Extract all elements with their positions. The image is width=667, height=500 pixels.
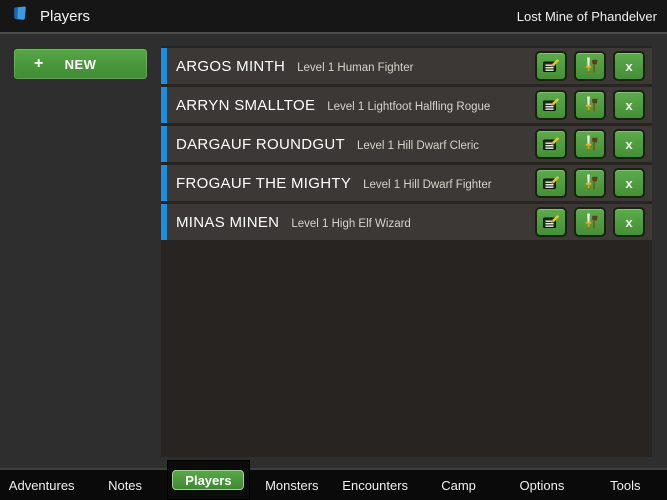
player-details: Level 1 High Elf Wizard [291,217,411,230]
delete-player-button[interactable]: x [613,51,645,81]
edit-player-button[interactable] [535,207,567,237]
delete-player-button[interactable]: x [613,129,645,159]
tab-label: Options [519,477,565,493]
campaign-name: Lost Mine of Phandelver [516,8,657,24]
tab-encounters[interactable]: Encounters [334,470,417,500]
player-row[interactable]: MINAS MINEN Level 1 High Elf Wizard x [161,204,652,240]
new-button-label: NEW [64,56,97,72]
plus-icon: + [34,55,44,72]
tab-label: Tools [610,477,641,493]
player-row[interactable]: DARGAUF ROUNDGUT Level 1 Hill Dwarf Cleri… [161,126,652,162]
app-logo-icon[interactable] [10,4,30,29]
tab-players[interactable]: Players [166,460,251,500]
player-equipment-button[interactable] [574,168,606,198]
new-player-button[interactable]: + NEW [13,48,148,80]
player-equipment-button[interactable] [574,51,606,81]
sword-axe-icon [580,212,600,232]
player-name: FROGAUF THE MIGHTY [176,174,352,192]
page-title: Players [40,7,91,25]
player-name: MINAS MINEN [176,213,280,231]
sword-axe-icon [580,56,600,76]
player-name: ARRYN SMALLTOE [176,96,316,114]
player-name: ARGOS MINTH [176,57,286,75]
player-accent-stripe [161,204,167,240]
player-details: Level 1 Human Fighter [297,61,414,74]
player-row[interactable]: ARRYN SMALLTOE Level 1 Lightfoot Halfling… [161,87,652,123]
edit-player-button[interactable] [535,168,567,198]
edit-player-button[interactable] [535,90,567,120]
player-details: Level 1 Hill Dwarf Cleric [356,139,480,152]
tab-monsters[interactable]: Monsters [250,470,333,500]
tab-options[interactable]: Options [500,470,583,500]
sword-axe-icon [580,95,600,115]
edit-player-button[interactable] [535,51,567,81]
notepad-pencil-icon [541,95,561,115]
tab-tools[interactable]: Tools [584,470,667,500]
bottom-tab-bar: Adventures Notes Players Monsters Encounters… [0,460,667,500]
delete-player-button[interactable]: x [613,207,645,237]
notepad-pencil-icon [541,56,561,76]
active-tab-pill: Players [172,470,245,490]
notepad-pencil-icon [541,173,561,193]
player-list-panel: ARGOS MINTH Level 1 Human Fighter x ARRYN … [161,46,652,457]
delete-player-button[interactable]: x [613,168,645,198]
delete-player-button[interactable]: x [613,90,645,120]
player-row[interactable]: FROGAUF THE MIGHTY Level 1 Hill Dwarf Fig… [161,165,652,201]
tab-label: Monsters [265,477,319,493]
tab-label: Camp [441,477,476,493]
player-equipment-button[interactable] [574,90,606,120]
player-row[interactable]: ARGOS MINTH Level 1 Human Fighter x [161,48,652,84]
sword-axe-icon [580,173,600,193]
player-accent-stripe [161,48,167,84]
top-bar: Players Lost Mine of Phandelver [0,0,667,32]
player-accent-stripe [161,87,167,123]
player-details: Level 1 Lightfoot Halfling Rogue [327,100,491,113]
header-divider [0,32,667,34]
tab-label: Adventures [8,477,75,493]
player-name: DARGAUF ROUNDGUT [176,135,345,153]
sword-axe-icon [580,134,600,154]
notepad-pencil-icon [541,212,561,232]
player-details: Level 1 Hill Dwarf Fighter [363,178,492,191]
player-accent-stripe [161,126,167,162]
tab-camp[interactable]: Camp [417,470,500,500]
notepad-pencil-icon [541,134,561,154]
tab-label: Notes [108,477,143,493]
player-equipment-button[interactable] [574,129,606,159]
tab-notes[interactable]: Notes [83,470,166,500]
player-accent-stripe [161,165,167,201]
edit-player-button[interactable] [535,129,567,159]
tab-adventures[interactable]: Adventures [0,470,83,500]
player-equipment-button[interactable] [574,207,606,237]
tab-label: Encounters [342,477,409,493]
